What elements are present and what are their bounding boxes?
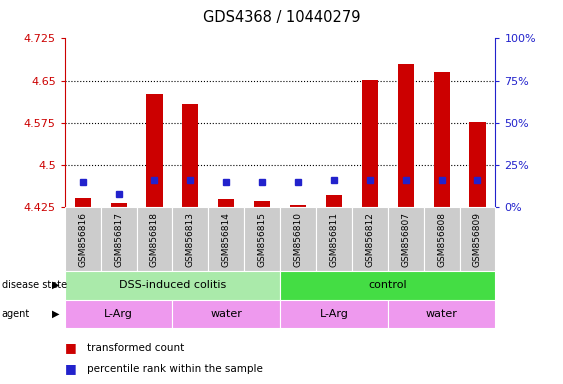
Bar bbox=[172, 300, 280, 328]
Bar bbox=[362, 80, 378, 207]
Text: GSM856817: GSM856817 bbox=[114, 212, 123, 267]
Text: GSM856807: GSM856807 bbox=[401, 212, 410, 267]
Text: percentile rank within the sample: percentile rank within the sample bbox=[87, 364, 263, 374]
Bar bbox=[101, 207, 137, 271]
Bar bbox=[424, 207, 459, 271]
Text: ▶: ▶ bbox=[52, 280, 59, 290]
Text: GSM856811: GSM856811 bbox=[329, 212, 338, 267]
Text: L-Arg: L-Arg bbox=[104, 309, 133, 319]
Text: ■: ■ bbox=[65, 341, 77, 354]
Text: GSM856809: GSM856809 bbox=[473, 212, 482, 267]
Bar bbox=[137, 207, 172, 271]
Bar bbox=[280, 271, 495, 300]
Text: agent: agent bbox=[2, 309, 30, 319]
Bar bbox=[397, 64, 414, 207]
Bar bbox=[146, 94, 163, 207]
Text: GSM856808: GSM856808 bbox=[437, 212, 446, 267]
Bar bbox=[459, 207, 495, 271]
Bar bbox=[65, 207, 101, 271]
Bar bbox=[388, 207, 424, 271]
Bar bbox=[244, 207, 280, 271]
Text: water: water bbox=[426, 309, 458, 319]
Text: GSM856813: GSM856813 bbox=[186, 212, 195, 267]
Bar bbox=[182, 104, 198, 207]
Text: GSM856816: GSM856816 bbox=[78, 212, 87, 267]
Bar bbox=[254, 200, 270, 207]
Text: ▶: ▶ bbox=[52, 309, 59, 319]
Text: GSM856818: GSM856818 bbox=[150, 212, 159, 267]
Text: water: water bbox=[211, 309, 242, 319]
Text: GDS4368 / 10440279: GDS4368 / 10440279 bbox=[203, 10, 360, 25]
Text: GSM856815: GSM856815 bbox=[258, 212, 267, 267]
Text: transformed count: transformed count bbox=[87, 343, 185, 353]
Text: L-Arg: L-Arg bbox=[319, 309, 348, 319]
Bar bbox=[65, 271, 280, 300]
Bar bbox=[352, 207, 388, 271]
Bar bbox=[218, 199, 234, 207]
Text: ■: ■ bbox=[65, 362, 77, 375]
Bar bbox=[65, 300, 172, 328]
Bar bbox=[388, 300, 495, 328]
Bar bbox=[290, 205, 306, 207]
Bar bbox=[326, 195, 342, 207]
Bar bbox=[316, 207, 352, 271]
Bar bbox=[208, 207, 244, 271]
Bar bbox=[280, 207, 316, 271]
Bar bbox=[434, 72, 450, 207]
Text: GSM856812: GSM856812 bbox=[365, 212, 374, 267]
Text: GSM856814: GSM856814 bbox=[222, 212, 231, 267]
Bar bbox=[280, 300, 388, 328]
Text: DSS-induced colitis: DSS-induced colitis bbox=[119, 280, 226, 290]
Text: control: control bbox=[368, 280, 407, 290]
Text: GSM856810: GSM856810 bbox=[293, 212, 302, 267]
Bar bbox=[172, 207, 208, 271]
Bar bbox=[470, 122, 485, 207]
Bar bbox=[110, 204, 127, 207]
Text: disease state: disease state bbox=[2, 280, 67, 290]
Bar bbox=[75, 199, 91, 207]
